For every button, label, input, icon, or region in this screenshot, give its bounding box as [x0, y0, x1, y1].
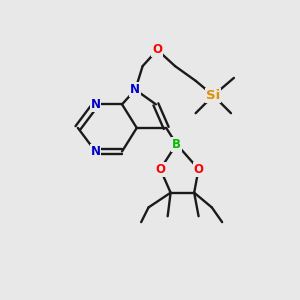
Text: O: O — [152, 44, 162, 56]
Text: N: N — [130, 83, 140, 96]
Text: B: B — [172, 138, 181, 151]
Text: N: N — [91, 145, 100, 158]
Text: O: O — [155, 163, 165, 176]
Text: Si: Si — [206, 89, 220, 102]
Text: O: O — [194, 163, 204, 176]
Text: N: N — [91, 98, 100, 111]
